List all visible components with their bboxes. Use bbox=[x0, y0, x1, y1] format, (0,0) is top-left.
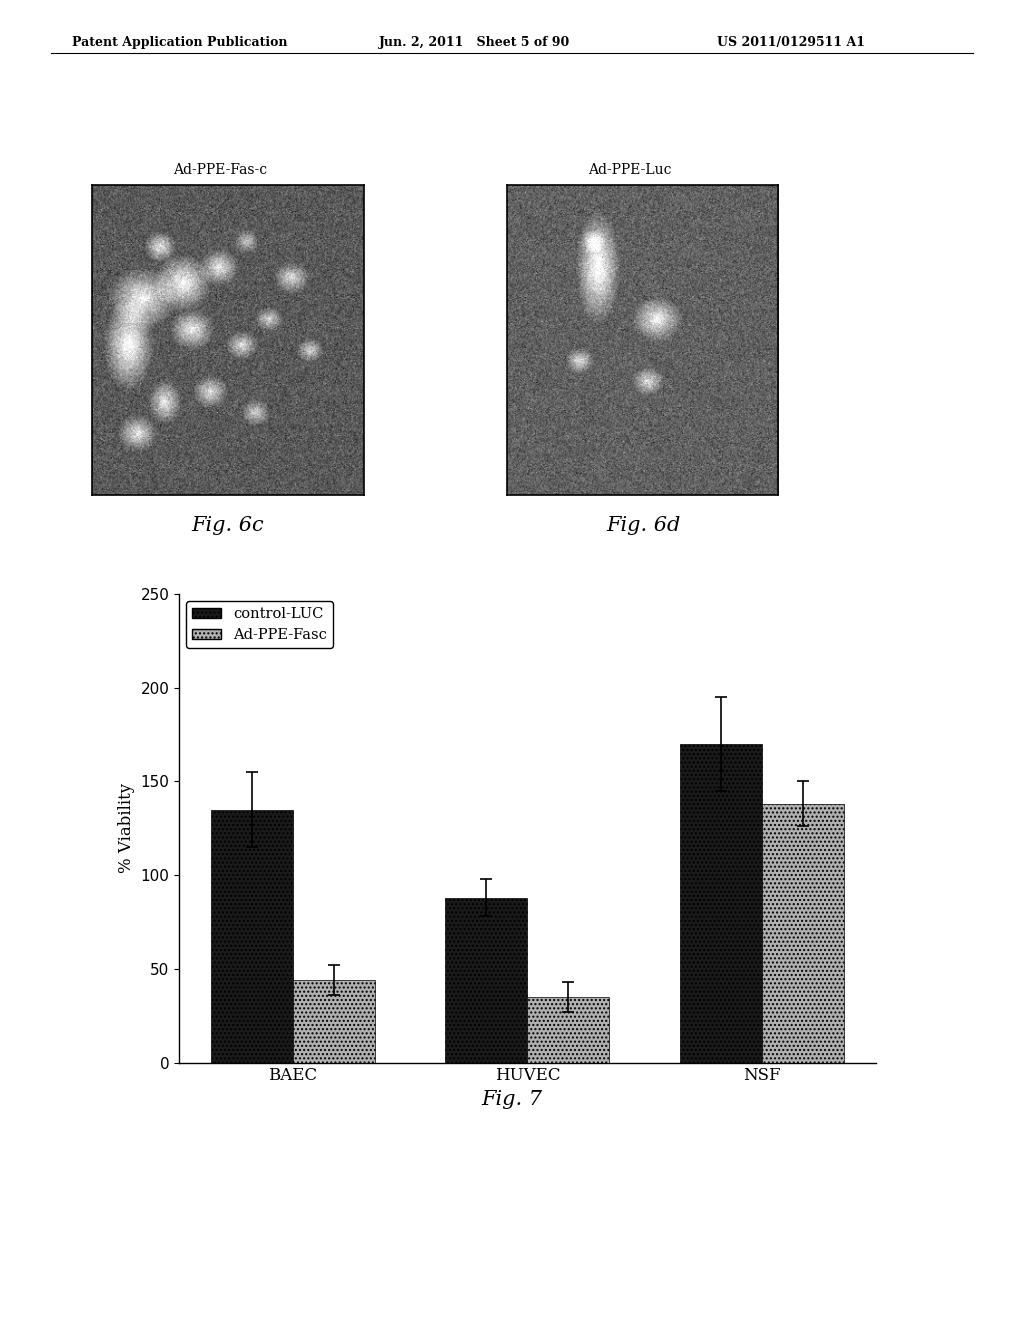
Bar bbox=[445, 898, 527, 1063]
Text: Fig. 7: Fig. 7 bbox=[481, 1090, 543, 1109]
Text: Fig. 6c: Fig. 6c bbox=[190, 516, 264, 535]
Bar bbox=[293, 981, 375, 1063]
Bar bbox=[211, 809, 293, 1063]
Text: Ad-PPE-Fas-c: Ad-PPE-Fas-c bbox=[173, 164, 267, 177]
Text: Ad-PPE-Luc: Ad-PPE-Luc bbox=[588, 164, 672, 177]
Text: US 2011/0129511 A1: US 2011/0129511 A1 bbox=[717, 36, 865, 49]
Legend: control-LUC, Ad-PPE-Fasc: control-LUC, Ad-PPE-Fasc bbox=[186, 602, 333, 648]
Text: Fig. 6d: Fig. 6d bbox=[606, 516, 680, 535]
Bar bbox=[762, 804, 844, 1063]
Text: Patent Application Publication: Patent Application Publication bbox=[72, 36, 287, 49]
Bar bbox=[680, 744, 762, 1063]
Y-axis label: % Viability: % Viability bbox=[118, 783, 135, 874]
Text: Jun. 2, 2011   Sheet 5 of 90: Jun. 2, 2011 Sheet 5 of 90 bbox=[379, 36, 570, 49]
Bar bbox=[527, 997, 609, 1063]
